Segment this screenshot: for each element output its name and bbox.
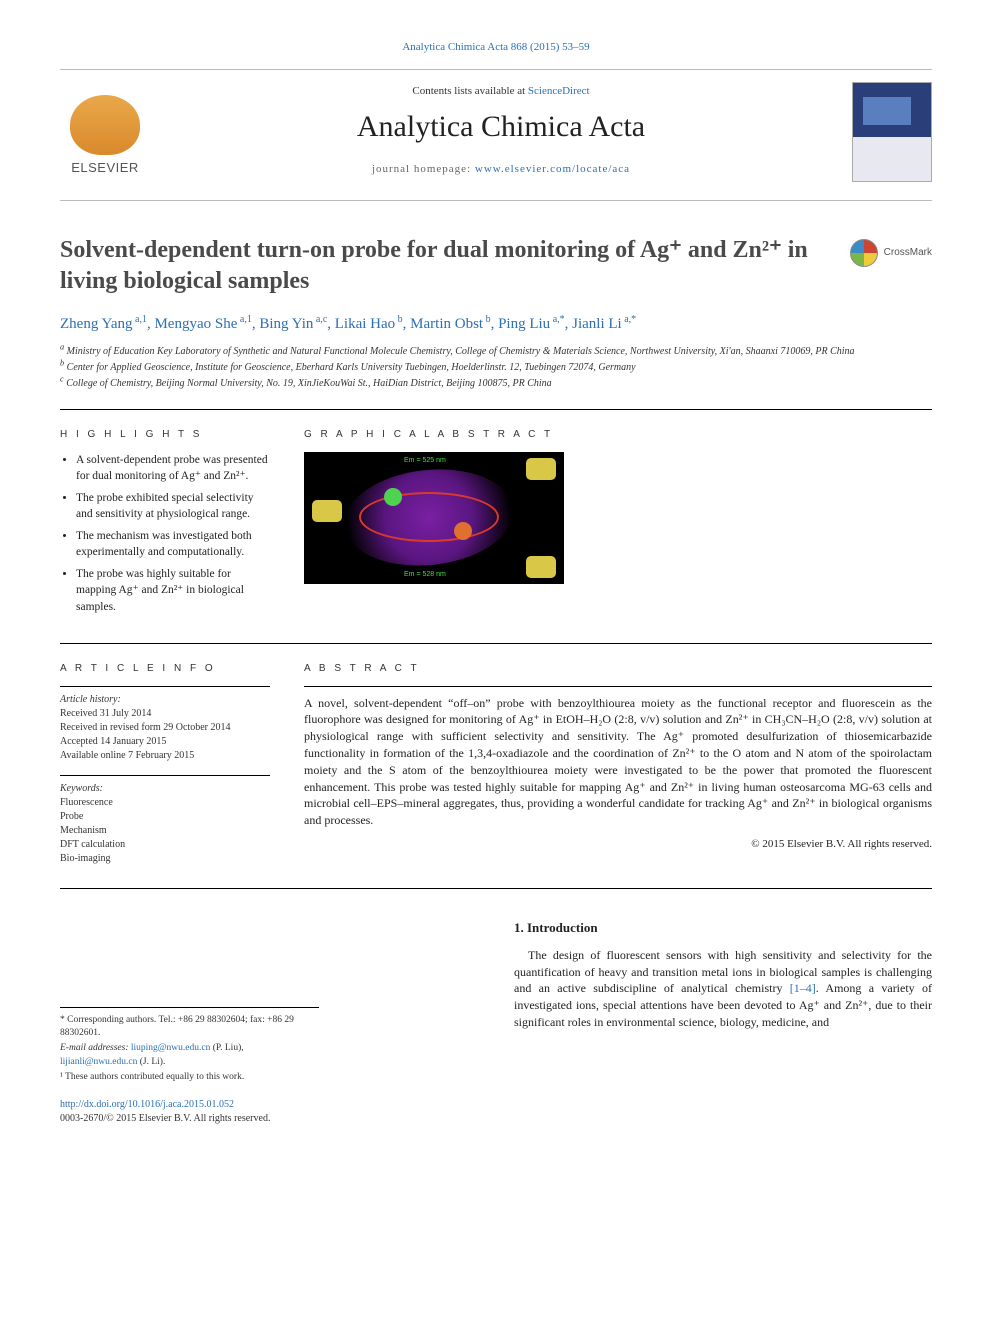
keywords-head: Keywords: (60, 782, 270, 796)
email-link-1[interactable]: liuping@nwu.edu.cn (131, 1043, 210, 1053)
graphical-abstract-column: G R A P H I C A L A B S T R A C T Em = 5… (304, 428, 932, 621)
em-bottom-label: Em = 528 nm (404, 570, 446, 580)
elsevier-tree-icon (70, 95, 140, 155)
keyword: Probe (60, 810, 270, 824)
abstract-text: A novel, solvent-dependent “off–on” prob… (304, 695, 932, 829)
homepage-pre: journal homepage: (372, 163, 475, 175)
contents-line: Contents lists available at ScienceDirec… (166, 84, 836, 99)
paper-title: Solvent-dependent turn-on probe for dual… (60, 235, 832, 296)
journal-cover-thumb (852, 82, 932, 182)
divider (60, 409, 932, 410)
author: Likai Hao b (335, 316, 403, 332)
divider (60, 686, 270, 687)
issn-line: 0003-2670/© 2015 Elsevier B.V. All right… (60, 1112, 478, 1126)
intro-heading: 1. Introduction (514, 919, 932, 937)
citation-ref[interactable]: [1–4] (790, 981, 816, 995)
contents-pre: Contents lists available at (412, 85, 527, 97)
homepage-line: journal homepage: www.elsevier.com/locat… (166, 162, 836, 177)
history-line: Received 31 July 2014 (60, 707, 270, 721)
crossmark-badge[interactable]: CrossMark (850, 239, 932, 267)
author: Ping Liu a,* (498, 316, 565, 332)
doi-line: http://dx.doi.org/10.1016/j.aca.2015.01.… (60, 1098, 478, 1112)
journal-name: Analytica Chimica Acta (166, 106, 836, 148)
author-list: Zheng Yang a,1, Mengyao She a,1, Bing Yi… (60, 313, 932, 335)
highlight-item: The probe exhibited special selectivity … (76, 490, 270, 522)
author: Jianli Li a,* (572, 316, 636, 332)
running-head: Analytica Chimica Acta 868 (2015) 53–59 (60, 40, 932, 55)
highlights-head: H I G H L I G H T S (60, 428, 270, 442)
author: Bing Yin a,c (259, 316, 327, 332)
keyword: DFT calculation (60, 838, 270, 852)
author: Mengyao She a,1 (154, 316, 251, 332)
intro-text: The design of fluorescent sensors with h… (514, 947, 932, 1031)
keyword: Bio-imaging (60, 852, 270, 866)
highlight-item: The mechanism was investigated both expe… (76, 528, 270, 560)
history-line: Accepted 14 January 2015 (60, 735, 270, 749)
email-link-2[interactable]: lijianli@nwu.edu.cn (60, 1057, 137, 1067)
divider (304, 686, 932, 687)
equal-contrib-note: ¹ These authors contributed equally to t… (60, 1071, 319, 1084)
em-top-label: Em = 525 nm (404, 456, 446, 466)
divider (60, 643, 932, 644)
history-lines: Received 31 July 2014Received in revised… (60, 707, 270, 763)
keyword: Mechanism (60, 824, 270, 838)
email-line: E-mail addresses: liuping@nwu.edu.cn (P.… (60, 1042, 319, 1069)
crossmark-label: CrossMark (884, 246, 932, 260)
ag-dot (384, 488, 402, 506)
corresponding-note: * Corresponding authors. Tel.: +86 29 88… (60, 1014, 319, 1041)
author: Zheng Yang a,1 (60, 316, 147, 332)
homepage-link[interactable]: www.elsevier.com/locate/aca (475, 163, 630, 175)
history-line: Received in revised form 29 October 2014 (60, 721, 270, 735)
divider (60, 888, 932, 889)
keyword: Fluorescence (60, 796, 270, 810)
affiliations: a Ministry of Education Key Laboratory o… (60, 345, 932, 391)
article-info-column: A R T I C L E I N F O Article history: R… (60, 662, 270, 878)
crossmark-icon (850, 239, 878, 267)
highlight-item: The probe was highly suitable for mappin… (76, 566, 270, 614)
highlights-list: A solvent-dependent probe was presented … (60, 452, 270, 615)
affiliation-c: c College of Chemistry, Beijing Normal U… (60, 377, 932, 391)
graphical-abstract-head: G R A P H I C A L A B S T R A C T (304, 428, 932, 442)
copyright-line: © 2015 Elsevier B.V. All rights reserved… (304, 837, 932, 852)
affiliation-b: b Center for Applied Geoscience, Institu… (60, 361, 932, 375)
affiliation-a: a Ministry of Education Key Laboratory o… (60, 345, 932, 359)
highlights-column: H I G H L I G H T S A solvent-dependent … (60, 428, 270, 621)
elsevier-logo: ELSEVIER (60, 82, 150, 177)
divider (60, 775, 270, 776)
author: Martin Obst b (410, 316, 490, 332)
graphical-abstract-image: Em = 525 nm Em = 528 nm (304, 452, 564, 584)
history-line: Available online 7 February 2015 (60, 749, 270, 763)
masthead: ELSEVIER Contents lists available at Sci… (60, 69, 932, 201)
abstract-column: A B S T R A C T A novel, solvent-depende… (304, 662, 932, 878)
sciencedirect-link[interactable]: ScienceDirect (528, 85, 590, 97)
doi-link[interactable]: http://dx.doi.org/10.1016/j.aca.2015.01.… (60, 1099, 234, 1110)
abstract-head: A B S T R A C T (304, 662, 932, 676)
elsevier-wordmark: ELSEVIER (71, 159, 139, 177)
article-info-head: A R T I C L E I N F O (60, 662, 270, 676)
footnotes: * Corresponding authors. Tel.: +86 29 88… (60, 1007, 319, 1084)
history-head: Article history: (60, 693, 270, 707)
highlight-item: A solvent-dependent probe was presented … (76, 452, 270, 484)
keywords-list: FluorescenceProbeMechanismDFT calculatio… (60, 796, 270, 866)
zn-dot (454, 522, 472, 540)
